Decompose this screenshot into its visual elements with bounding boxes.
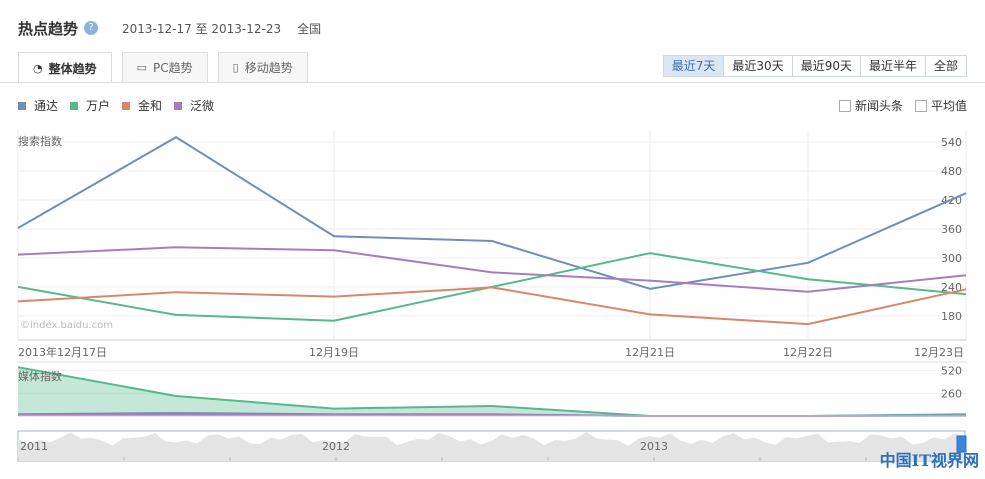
media-y-tick-label: 520 [941, 365, 962, 378]
page-title: 热点趋势 [18, 19, 79, 38]
legend-item-tongda[interactable]: 通达 [18, 97, 58, 114]
tab-overall[interactable]: ◔ 整体趋势 [18, 52, 112, 83]
timeline-waveform [18, 432, 965, 461]
tab-pc[interactable]: ▭ PC趋势 [121, 52, 208, 82]
news-headline-checkbox[interactable] [838, 99, 851, 112]
y-tick-label: 540 [941, 136, 962, 149]
option-label: 平均值 [930, 99, 967, 113]
average-checkbox[interactable] [914, 99, 927, 112]
y-tick-label: 360 [941, 223, 962, 236]
period-all[interactable]: 全部 [924, 56, 966, 76]
main-chart-title: 搜索指数 [18, 134, 62, 148]
legend-item-jinhe[interactable]: 金和 [122, 97, 162, 114]
corner-logo: 中国IT视界网 [879, 451, 979, 470]
header: 热点趋势 ? 2013-12-17 至 2013-12-23 全国 [18, 16, 321, 40]
media-area [18, 367, 966, 416]
monitor-icon: ▭ [136, 61, 148, 74]
legend-swatch [174, 101, 183, 110]
legend-label: 泛微 [190, 99, 215, 113]
period-selector: 最近7天 最近30天 最近90天 最近半年 全部 [662, 55, 967, 77]
timeline-year-label: 2011 [20, 440, 48, 453]
legend-item-fanwei[interactable]: 泛微 [174, 97, 214, 114]
period-half-year[interactable]: 最近半年 [859, 56, 925, 76]
tab-label: 整体趋势 [48, 61, 97, 76]
series-line [17, 246, 967, 293]
timeline-handle [956, 435, 967, 453]
legend-swatch [122, 101, 131, 110]
x-tick-label: 12月19日 [309, 346, 359, 359]
legend-label: 万户 [86, 99, 111, 113]
series-line [17, 286, 967, 326]
x-tick-label: 12月21日 [625, 346, 675, 359]
news-headline-option[interactable]: 新闻头条 [838, 97, 903, 114]
y-tick-label: 180 [941, 310, 962, 323]
legend-label: 通达 [34, 99, 59, 113]
tab-label: PC趋势 [153, 61, 193, 75]
chart-legend: 通达 万户 金和 泛微 [18, 97, 226, 114]
pie-icon: ◔ [33, 61, 43, 75]
legend-label: 金和 [138, 99, 163, 113]
trend-tabs: ◔ 整体趋势 ▭ PC趋势 ▯ 移动趋势 [18, 52, 318, 83]
date-range: 2013-12-17 至 2013-12-23 [122, 21, 282, 36]
legend-item-wanhu[interactable]: 万户 [70, 97, 110, 114]
option-label: 新闻头条 [854, 99, 903, 113]
help-icon[interactable]: ? [84, 21, 99, 35]
watermark: ©index.baidu.com [20, 320, 113, 331]
tab-mobile[interactable]: ▯ 移动趋势 [217, 52, 308, 82]
legend-swatch [18, 101, 26, 110]
average-option[interactable]: 平均值 [914, 97, 967, 114]
region-label[interactable]: 全国 [297, 21, 322, 36]
x-tick-label: 12月23日 [914, 346, 964, 359]
mobile-icon: ▯ [232, 61, 239, 74]
y-tick-label: 300 [941, 252, 962, 265]
media-y-tick-label: 260 [941, 387, 962, 400]
series-line [17, 136, 967, 290]
x-tick-label: 12月22日 [783, 346, 833, 359]
y-tick-label: 480 [941, 165, 962, 178]
tab-label: 移动趋势 [244, 61, 293, 75]
timeline-year-label: 2013 [640, 440, 668, 453]
period-30d[interactable]: 最近30天 [723, 56, 791, 76]
chart-options: 新闻头条 平均值 [827, 97, 967, 114]
period-7d[interactable]: 最近7天 [663, 56, 724, 76]
timeline-year-label: 2012 [322, 440, 350, 453]
media-chart-title: 媒体指数 [18, 369, 62, 383]
tab-divider [0, 82, 985, 83]
x-tick-label: 2013年12月17日 [18, 345, 107, 359]
legend-swatch [70, 101, 79, 110]
period-90d[interactable]: 最近90天 [791, 56, 860, 76]
